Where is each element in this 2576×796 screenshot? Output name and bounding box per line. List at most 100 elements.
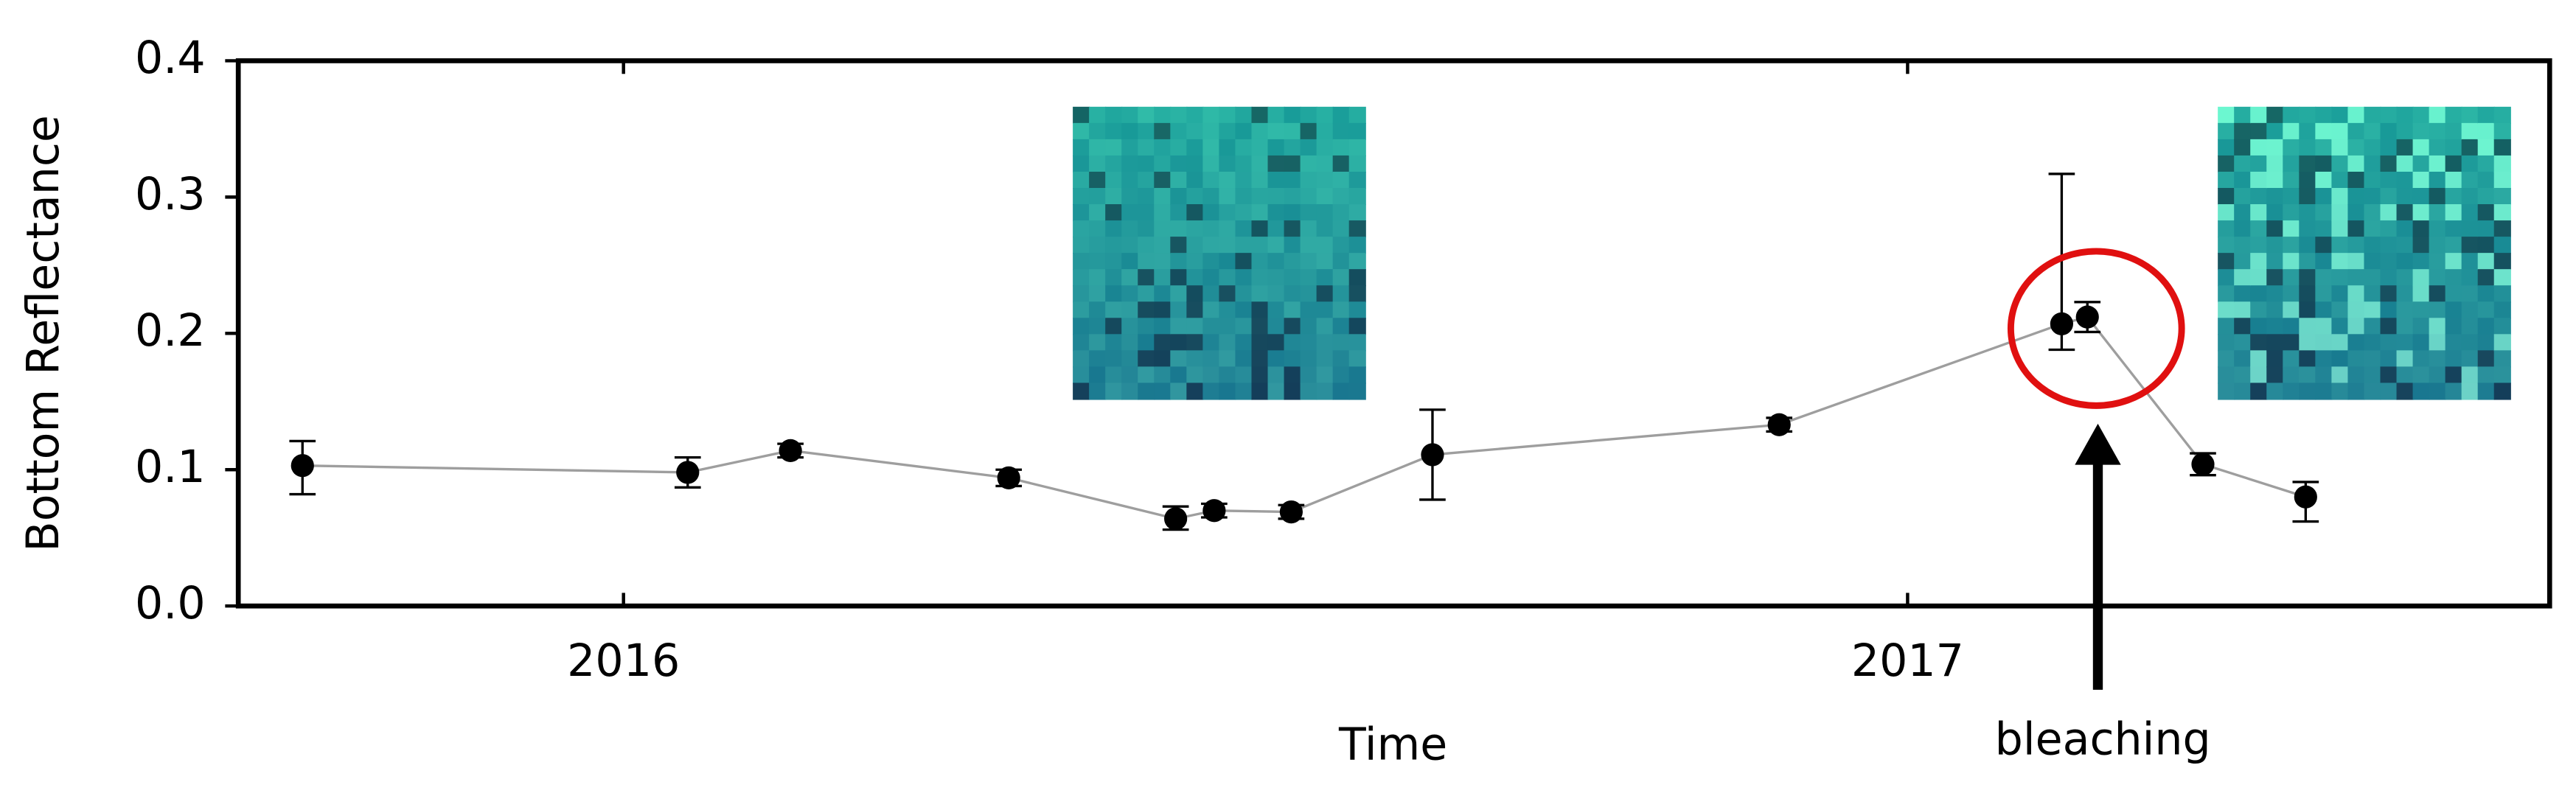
- image-pixel: [2445, 220, 2462, 238]
- image-pixel: [1170, 383, 1188, 400]
- image-pixel: [2283, 318, 2300, 335]
- image-pixel: [1284, 334, 1301, 352]
- image-pixel: [1089, 106, 1107, 124]
- image-pixel: [1348, 204, 1366, 222]
- image-pixel: [2283, 366, 2300, 384]
- image-pixel: [1154, 155, 1172, 173]
- image-pixel: [2429, 106, 2446, 124]
- image-pixel: [2250, 269, 2268, 287]
- image-pixel: [1089, 318, 1107, 335]
- image-pixel: [1235, 334, 1253, 352]
- image-pixel: [1316, 188, 1334, 206]
- image-pixel: [2283, 106, 2300, 124]
- image-pixel: [2234, 220, 2252, 238]
- image-pixel: [1251, 155, 1269, 173]
- point: [997, 466, 1020, 489]
- image-pixel: [2283, 237, 2300, 254]
- image-pixel: [2477, 253, 2495, 270]
- image-pixel: [2331, 285, 2349, 303]
- image-pixel: [1332, 188, 1350, 206]
- point: [2050, 312, 2073, 335]
- image-pixel: [1186, 155, 1204, 173]
- image-pixel: [2396, 171, 2414, 189]
- point: [1279, 500, 1303, 524]
- image-pixel: [1300, 237, 1317, 254]
- image-pixel: [2493, 301, 2511, 319]
- image-pixel: [1348, 334, 1366, 352]
- image-pixel: [1202, 285, 1220, 303]
- image-pixel: [1202, 253, 1220, 270]
- image-pixel: [1332, 204, 1350, 222]
- image-pixel: [1219, 334, 1236, 352]
- image-pixel: [1186, 301, 1204, 319]
- image-pixel: [2477, 139, 2495, 157]
- image-pixel: [2429, 139, 2446, 157]
- annotation: bleaching: [1995, 714, 2211, 766]
- image-pixel: [1138, 106, 1155, 124]
- image-pixel: [1089, 383, 1107, 400]
- image-pixel: [2396, 269, 2414, 287]
- image-pixel: [2266, 171, 2284, 189]
- image-pixel: [1332, 155, 1350, 173]
- image-pixel: [2315, 171, 2333, 189]
- image-pixel: [2266, 188, 2284, 206]
- image-pixel: [2299, 188, 2316, 206]
- image-pixel: [1316, 383, 1334, 400]
- image-pixel: [1154, 350, 1172, 368]
- image-pixel: [2347, 220, 2365, 238]
- image-pixel: [2461, 301, 2479, 319]
- image-pixel: [2283, 139, 2300, 157]
- image-pixel: [2218, 285, 2235, 303]
- image-pixel: [2493, 237, 2511, 254]
- image-pixel: [2315, 383, 2333, 400]
- image-pixel: [1089, 253, 1107, 270]
- image-pixel: [2477, 269, 2495, 287]
- image-pixel: [1219, 237, 1236, 254]
- image-pixel: [1138, 171, 1155, 189]
- image-pixel: [2461, 237, 2479, 254]
- image-pixel: [1186, 220, 1204, 238]
- image-pixel: [1219, 350, 1236, 368]
- image-pixel: [1300, 122, 1317, 141]
- image-pixel: [2250, 301, 2268, 319]
- image-pixel: [1300, 139, 1317, 157]
- image-pixel: [1235, 122, 1253, 141]
- image-pixel: [2445, 366, 2462, 384]
- image-pixel: [1138, 383, 1155, 400]
- image-pixel: [2364, 188, 2381, 206]
- image-pixel: [1316, 106, 1334, 124]
- image-pixel: [2380, 285, 2398, 303]
- image-pixel: [1348, 106, 1366, 124]
- image-pixel: [2461, 366, 2479, 384]
- image-pixel: [2396, 188, 2414, 206]
- image-pixel: [1300, 334, 1317, 352]
- image-pixel: [2380, 155, 2398, 173]
- image-pixel: [2234, 301, 2252, 319]
- image-pixel: [2266, 220, 2284, 238]
- image-pixel: [1284, 122, 1301, 141]
- image-pixel: [1170, 285, 1188, 303]
- image-pixel: [2445, 106, 2462, 124]
- image-pixel: [2477, 237, 2495, 254]
- image-pixel: [2412, 106, 2430, 124]
- image-pixel: [1332, 122, 1350, 141]
- image-pixel: [2364, 220, 2381, 238]
- image-pixel: [2218, 366, 2235, 384]
- image-pixel: [2299, 285, 2316, 303]
- image-pixel: [1170, 301, 1188, 319]
- image-pixel: [1138, 318, 1155, 335]
- image-pixel: [2266, 155, 2284, 173]
- image-pixel: [1154, 318, 1172, 335]
- image-pixel: [2412, 220, 2430, 238]
- image-pixel: [2429, 253, 2446, 270]
- image-pixel: [2461, 106, 2479, 124]
- image-pixel: [2250, 237, 2268, 254]
- image-pixel: [2299, 122, 2316, 141]
- image-pixel: [2493, 155, 2511, 173]
- image-pixel: [1316, 301, 1334, 319]
- image-pixel: [2283, 285, 2300, 303]
- image-pixel: [2429, 334, 2446, 352]
- image-pixel: [2461, 334, 2479, 352]
- image-pixel: [1300, 106, 1317, 124]
- image-pixel: [1121, 122, 1139, 141]
